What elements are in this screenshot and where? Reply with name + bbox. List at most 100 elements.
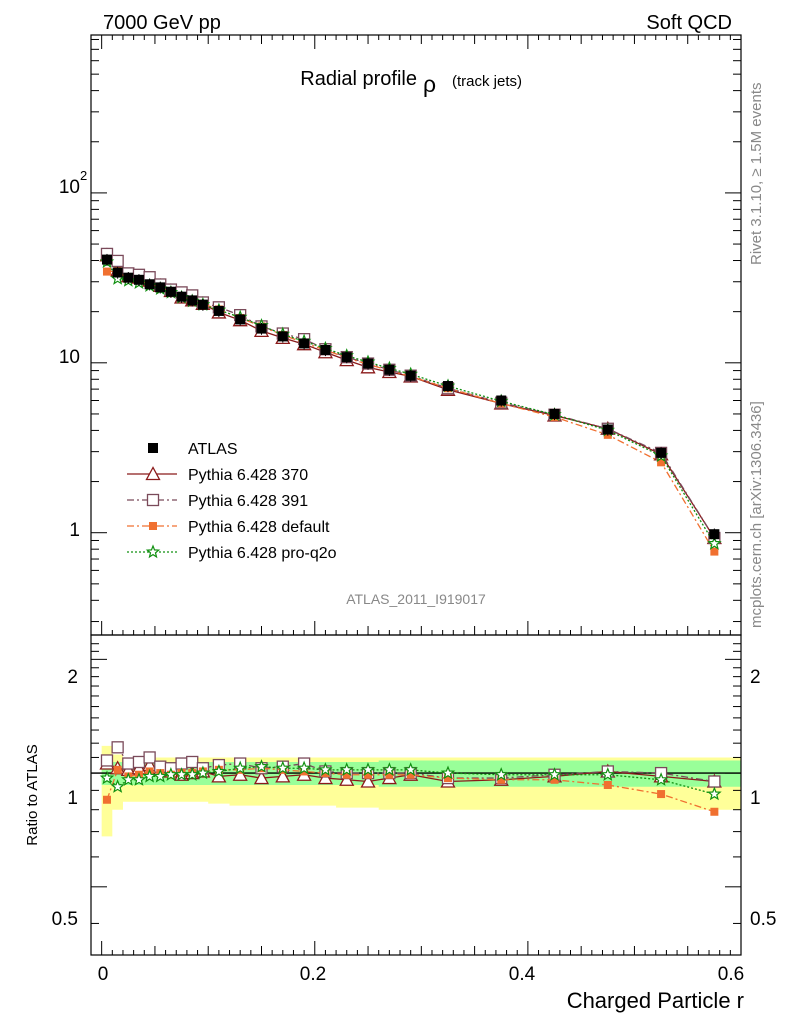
main-plot-panel: Radial profile ρ (track jets) ATLAS_2011… xyxy=(59,34,742,636)
atlas-point-13 xyxy=(277,331,288,342)
y-tick-label-100-exponent: 2 xyxy=(80,168,87,183)
atlas-point-6 xyxy=(165,286,176,297)
ratio-series-0-point-11 xyxy=(232,766,248,781)
ratio-series-1-point-1 xyxy=(111,741,124,754)
atlas-point-11 xyxy=(235,314,246,325)
ratio-plot-frame xyxy=(90,634,742,956)
ratio-series-3-point-13 xyxy=(275,760,291,775)
ratio-series-3-point-5 xyxy=(153,768,168,783)
ratio-series-3-point-11 xyxy=(232,760,248,775)
ratio-series-line-3 xyxy=(106,765,715,795)
legend-item-4: Pythia 6.428 pro-q2o xyxy=(127,544,337,562)
ratio-series-3-point-12 xyxy=(254,759,269,773)
y-tick-label-100: 10 xyxy=(59,177,80,198)
ratio-series-3-point-16 xyxy=(339,762,354,777)
legend-marker-4 xyxy=(145,544,161,559)
series-2-point-24 xyxy=(657,458,666,467)
ratio-tick-right-0.5: 0.5 xyxy=(750,909,776,930)
legend-label-1: Pythia 6.428 370 xyxy=(188,467,308,484)
series-3-point-25 xyxy=(707,535,722,550)
legend-item-2: Pythia 6.428 391 xyxy=(127,493,308,510)
atlas-point-10 xyxy=(213,305,224,316)
series-1-point-1 xyxy=(111,254,124,268)
side-label-mcplots: mcplots.cern.ch [arXiv:1306.3436] xyxy=(748,401,765,628)
header-left: 7000 GeV pp xyxy=(103,12,221,34)
ratio-series-2-point-24 xyxy=(657,790,666,799)
legend-label-2: Pythia 6.428 391 xyxy=(188,493,308,510)
legend-label-4: Pythia 6.428 pro-q2o xyxy=(188,545,337,562)
ratio-series-2-point-20 xyxy=(443,774,452,783)
ratio-series-3-point-24 xyxy=(653,772,669,786)
ratio-series-3-point-3 xyxy=(131,772,147,786)
ratio-series-3-point-25 xyxy=(707,786,722,801)
ratio-series-2-point-25 xyxy=(710,807,719,816)
ratio-series-3-point-21 xyxy=(493,767,509,781)
series-line-3 xyxy=(106,261,715,544)
atlas-point-21 xyxy=(496,395,507,406)
ratio-series-2-point-16 xyxy=(342,770,351,779)
legend-marker-3 xyxy=(149,522,157,530)
atlas-point-19 xyxy=(405,370,416,381)
atlas-point-16 xyxy=(341,352,352,363)
series-2-point-25 xyxy=(710,547,719,556)
ratio-y-axis-label: Ratio to ATLAS xyxy=(24,744,41,845)
ratio-series-1-point-8 xyxy=(186,755,199,769)
ratio-series-0-point-13 xyxy=(275,768,291,783)
ratio-series-3-point-17 xyxy=(360,762,376,777)
ratio-series-3-point-15 xyxy=(318,762,333,777)
ratio-series-2-point-23 xyxy=(603,780,612,789)
ratio-series-3-point-0 xyxy=(99,770,115,785)
legend-label-0: ATLAS xyxy=(188,441,238,458)
atlas-point-22 xyxy=(549,408,560,419)
x-tick-label-0.6: 0.6 xyxy=(718,964,744,985)
atlas-point-9 xyxy=(197,299,208,310)
atlas-point-4 xyxy=(144,279,155,290)
ratio-series-0-point-12 xyxy=(253,770,270,785)
ratio-tick-right-2: 2 xyxy=(750,667,761,688)
ratio-series-3-point-22 xyxy=(547,767,562,781)
atlas-point-17 xyxy=(363,358,374,369)
ratio-series-3 xyxy=(99,759,722,801)
legend-label-3: Pythia 6.428 default xyxy=(188,519,330,536)
ratio-tick-left-1: 1 xyxy=(67,788,78,809)
ratio-series-1-point-0 xyxy=(100,754,114,767)
plot-title: Radial profile xyxy=(300,68,417,90)
atlas-point-3 xyxy=(133,274,144,285)
ratio-series-2-point-21 xyxy=(497,775,506,784)
ratio-series-2-point-19 xyxy=(406,770,415,779)
ratio-series-1-point-4 xyxy=(143,751,156,764)
atlas-point-24 xyxy=(656,447,667,458)
ratio-series-2-point-0 xyxy=(102,795,111,804)
ratio-series-3-point-9 xyxy=(195,765,211,780)
ratio-series-1-point-25 xyxy=(708,775,721,788)
atlas-point-25 xyxy=(709,529,720,540)
atlas-point-2 xyxy=(123,272,134,283)
x-tick-label-0.2: 0.2 xyxy=(300,964,326,985)
ratio-series-1-point-3 xyxy=(132,755,146,769)
ratio-series-3-point-14 xyxy=(296,760,312,775)
legend-item-0: ATLAS xyxy=(148,441,238,458)
ratio-series-1-point-2 xyxy=(122,757,135,770)
atlas-point-8 xyxy=(187,295,198,306)
atlas-point-12 xyxy=(256,323,267,334)
ratio-series-3-point-8 xyxy=(184,767,200,781)
atlas-point-20 xyxy=(442,381,453,392)
atlas-point-14 xyxy=(299,338,310,349)
y-tick-label-1: 1 xyxy=(69,520,80,541)
ratio-series-3-point-19 xyxy=(403,762,418,777)
ratio-series-2-point-22 xyxy=(550,775,559,784)
series-2-point-0 xyxy=(102,267,111,276)
x-tick-label-0.4: 0.4 xyxy=(509,964,536,985)
legend-marker-2 xyxy=(146,493,160,507)
plot-title-symbol: ρ xyxy=(423,71,436,97)
ratio-series-0-point-16 xyxy=(339,771,355,786)
legend-item-1: Pythia 6.428 370 xyxy=(127,466,308,484)
legend-item-3: Pythia 6.428 default xyxy=(127,519,330,536)
y-tick-label-10: 10 xyxy=(59,347,80,368)
ratio-series-0-point-17 xyxy=(360,773,376,788)
ratio-tick-left-0.5: 0.5 xyxy=(52,909,78,930)
plot-title-suffix: (track jets) xyxy=(452,73,522,90)
ratio-series-line-2 xyxy=(106,767,715,813)
ratio-panel: 2 1 0.5 2 1 0.5 Ratio to ATLAS 0 0.2 0.4… xyxy=(24,634,776,1013)
